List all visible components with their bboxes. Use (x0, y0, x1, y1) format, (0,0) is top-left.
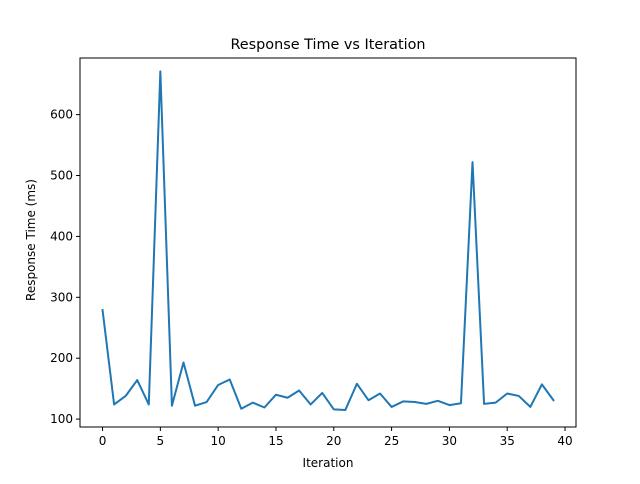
x-tick-label: 35 (500, 434, 515, 448)
x-tick-label: 0 (99, 434, 107, 448)
axes-layer: 0 5 10 15 20 25 30 35 40 100 200 300 400 500 600 (50, 57, 577, 448)
x-tick-label: 20 (326, 434, 341, 448)
plot-data-layer (101, 70, 555, 411)
y-tick-label: 300 (50, 290, 73, 304)
y-tick-label: 600 (50, 108, 73, 122)
x-tick-label: 10 (211, 434, 226, 448)
x-tick-label: 25 (384, 434, 399, 448)
x-tick-label: 5 (157, 434, 165, 448)
x-tick-label: 40 (557, 434, 572, 448)
y-tick-label: 200 (50, 351, 73, 365)
y-tick-label: 100 (50, 412, 73, 426)
x-tick-label: 30 (442, 434, 457, 448)
y-axis-label: Response Time (ms) (24, 179, 38, 301)
y-tick-label: 500 (50, 169, 73, 183)
y-tick-label: 400 (50, 229, 73, 243)
x-axis-label: Iteration (303, 456, 354, 470)
chart-title: Response Time vs Iteration (230, 37, 425, 53)
plot-frame (79, 57, 577, 428)
x-tick-label: 15 (268, 434, 283, 448)
series-line-0 (101, 70, 555, 411)
